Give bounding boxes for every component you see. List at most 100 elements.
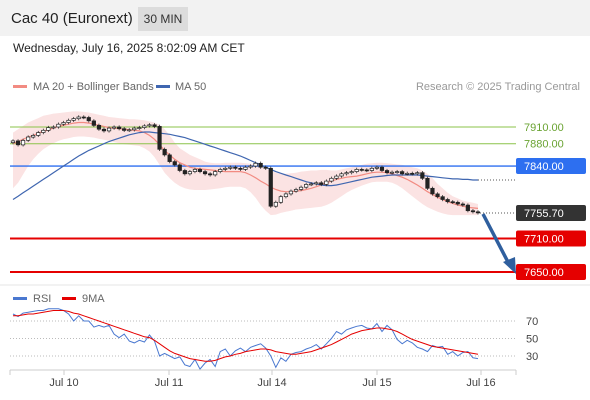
- candle-body: [475, 211, 481, 214]
- bollinger-band-fill: [13, 111, 478, 216]
- candle-body: [202, 171, 208, 175]
- x-tick-label: Jul 15: [362, 377, 391, 389]
- candle-body: [111, 126, 117, 129]
- support-label: 7650.00: [524, 267, 564, 279]
- candle-body: [369, 167, 374, 171]
- candle-body: [20, 140, 26, 146]
- candle-body: [132, 127, 137, 131]
- candle-body: [106, 127, 112, 132]
- candle-body: [46, 127, 51, 131]
- x-tick-label: Jul 11: [155, 377, 184, 389]
- candle-body: [278, 196, 283, 203]
- candle-body: [31, 135, 36, 138]
- candle-body: [36, 132, 41, 136]
- candle-body: [127, 129, 132, 132]
- candle-body: [405, 172, 410, 175]
- candle-body: [329, 177, 334, 182]
- candle-body: [440, 196, 445, 200]
- candle-body: [293, 189, 299, 192]
- candle-body: [283, 193, 289, 198]
- candle-body: [470, 210, 476, 213]
- candle-body: [243, 166, 248, 170]
- credit-text: Research © 2025 Trading Central: [416, 81, 580, 93]
- support-label: 7710.00: [524, 234, 564, 246]
- legend-rsi-ma-label: 9MA: [82, 293, 105, 305]
- candle-body: [182, 170, 187, 175]
- x-tick-label: Jul 16: [466, 377, 495, 389]
- legend-ma50-label: MA 50: [175, 81, 206, 93]
- candle-body: [238, 167, 243, 170]
- candle-body: [137, 127, 142, 129]
- candle-body: [465, 204, 470, 212]
- candle-body: [314, 182, 319, 185]
- candle-body: [197, 169, 203, 172]
- candle-body: [218, 169, 223, 172]
- candle-body: [10, 140, 16, 143]
- candle-body: [374, 166, 379, 169]
- candle-body: [41, 129, 46, 133]
- candle-body: [263, 166, 268, 169]
- support-label-box: [516, 230, 586, 247]
- candle-body: [344, 172, 349, 175]
- last-price-label-box: [516, 205, 586, 222]
- candle-body: [304, 184, 309, 188]
- candle-body: [167, 154, 172, 162]
- candle-body: [395, 171, 400, 173]
- candle-body: [334, 175, 339, 179]
- candle-body: [122, 128, 127, 131]
- candle-body: [288, 190, 294, 195]
- candle-body: [228, 166, 233, 169]
- timeframe-button[interactable]: 30 MIN: [138, 7, 188, 31]
- forecast-arrow-shaft: [481, 213, 511, 265]
- forecast-arrow-head: [503, 257, 516, 274]
- legend-rsi-swatch: [13, 297, 27, 300]
- level-labels: 7910.00 7880.00 7840.00 7755.70 7710.00 7650.…: [516, 122, 586, 280]
- candle-body: [172, 161, 177, 166]
- moving-average-lines: [12, 121, 479, 209]
- candle-body: [71, 118, 76, 121]
- ma50-line: [12, 131, 478, 201]
- candle-body: [400, 171, 405, 175]
- candle-body: [425, 177, 430, 189]
- legend-bb-label: MA 20 + Bollinger Bands: [33, 81, 154, 93]
- candle-body: [309, 183, 314, 186]
- candle-body: [364, 169, 369, 172]
- header-bar: Cac 40 (Euronext) 30 MIN: [0, 0, 590, 36]
- candle-body: [253, 162, 258, 167]
- candle-body: [96, 124, 102, 130]
- candle-body: [248, 165, 253, 168]
- candle-body: [187, 171, 192, 175]
- rsi-grid: 70 50 30: [10, 316, 538, 363]
- candle-body: [420, 172, 425, 179]
- candle-body: [117, 126, 122, 130]
- candle-body: [177, 164, 182, 171]
- candle-body: [15, 140, 21, 146]
- legend-ma50-swatch: [156, 85, 170, 88]
- candle-body: [213, 171, 218, 176]
- candle-body: [76, 116, 81, 120]
- candle-body: [359, 169, 364, 171]
- timestamp: Wednesday, July 16, 2025 8:02:09 AM CET: [13, 41, 245, 55]
- candle-body: [389, 171, 395, 174]
- candle-body: [268, 167, 273, 207]
- candle-body: [142, 125, 147, 128]
- rsi-ma-line: [13, 310, 479, 362]
- candle-body: [152, 124, 157, 127]
- x-axis-ticks: Jul 10 Jul 11 Jul 14 Jul 15 Jul 16: [9, 370, 517, 389]
- bollinger-band-area: [13, 111, 478, 216]
- candle-body: [410, 172, 415, 175]
- candle-body: [273, 201, 278, 207]
- x-tick-label: Jul 14: [257, 377, 286, 389]
- candle-body: [460, 203, 465, 206]
- rsi-tick-label: 50: [526, 334, 538, 346]
- candle-body: [445, 199, 450, 203]
- candle-body: [61, 122, 66, 125]
- candle-body: [455, 201, 460, 205]
- resistance-label: 7880.00: [524, 139, 564, 151]
- candle-body: [162, 148, 167, 156]
- x-tick-label: Jul 10: [49, 377, 78, 389]
- candle-body: [157, 126, 162, 150]
- candle-body: [258, 162, 263, 168]
- rsi-lines: [12, 308, 479, 370]
- candle-body: [91, 120, 96, 126]
